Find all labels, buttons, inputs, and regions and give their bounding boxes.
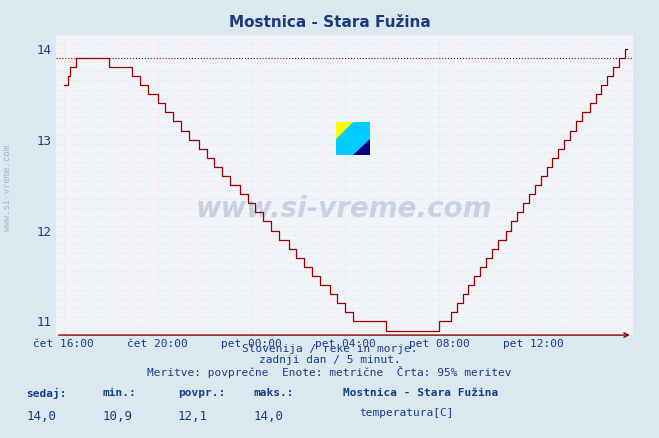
Text: Slovenija / reke in morje.: Slovenija / reke in morje. xyxy=(242,344,417,354)
Text: povpr.:: povpr.: xyxy=(178,388,225,398)
Text: sedaj:: sedaj: xyxy=(26,388,67,399)
Text: maks.:: maks.: xyxy=(254,388,294,398)
Text: 10,9: 10,9 xyxy=(102,410,132,423)
Text: www.si-vreme.com: www.si-vreme.com xyxy=(3,145,13,231)
Text: temperatura[C]: temperatura[C] xyxy=(359,408,453,418)
Text: www.si-vreme.com: www.si-vreme.com xyxy=(196,195,492,223)
Text: Meritve: povprečne  Enote: metrične  Črta: 95% meritev: Meritve: povprečne Enote: metrične Črta:… xyxy=(147,366,512,378)
Polygon shape xyxy=(335,122,353,138)
Text: Mostnica - Stara Fužina: Mostnica - Stara Fužina xyxy=(343,388,498,398)
Text: Mostnica - Stara Fužina: Mostnica - Stara Fužina xyxy=(229,15,430,30)
Text: min.:: min.: xyxy=(102,388,136,398)
Polygon shape xyxy=(353,138,370,155)
Text: 14,0: 14,0 xyxy=(26,410,57,423)
Text: zadnji dan / 5 minut.: zadnji dan / 5 minut. xyxy=(258,355,401,365)
Text: 12,1: 12,1 xyxy=(178,410,208,423)
Text: 14,0: 14,0 xyxy=(254,410,284,423)
Polygon shape xyxy=(335,122,370,155)
